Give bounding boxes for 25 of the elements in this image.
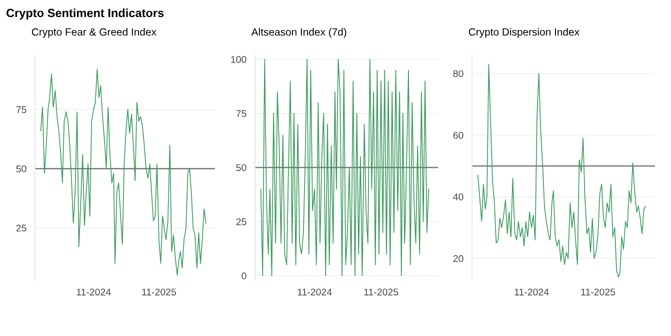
x-tick-label: 11-2025: [142, 288, 176, 296]
x-tick-label: 11-2024: [514, 288, 549, 296]
line-series: [40, 68, 206, 276]
chart-title: Altseason Index (7d): [251, 28, 346, 38]
x-tick-label: 11-2025: [581, 288, 616, 296]
y-tick-label: 20: [453, 255, 464, 262]
x-tick-label: 11-2024: [76, 288, 111, 296]
line-series: [260, 58, 430, 276]
x-tick-label: 11-2024: [298, 288, 332, 296]
y-tick-label: 50: [16, 165, 26, 172]
y-tick-label: 25: [16, 224, 26, 232]
y-tick-label: 75: [16, 106, 26, 114]
y-tick-label: 75: [236, 110, 246, 118]
y-tick-label: 40: [453, 194, 464, 200]
text: Crypto Sentiment Indicators: [6, 8, 164, 20]
y-tick-label: 80: [453, 70, 464, 78]
y-tick-label: 25: [236, 218, 246, 226]
y-tick-label: 50: [236, 164, 246, 172]
y-tick-label: 60: [453, 132, 464, 139]
chart-title: Crypto Dispersion Index: [468, 28, 580, 38]
y-tick-label: 100: [231, 56, 246, 63]
y-tick-label: 0: [242, 272, 246, 280]
line-series: [477, 64, 646, 278]
chart-title: Crypto Fear & Greed Index: [32, 28, 156, 38]
x-tick-label: 11-2025: [364, 288, 398, 296]
